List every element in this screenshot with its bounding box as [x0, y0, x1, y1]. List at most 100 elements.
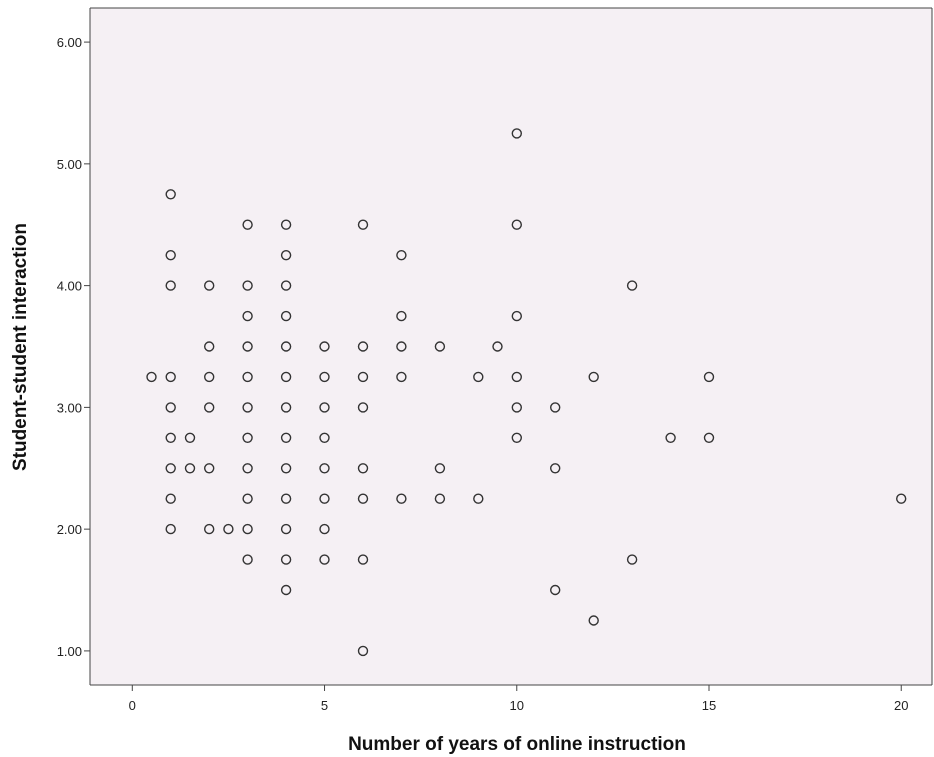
data-point	[165, 523, 176, 535]
data-point	[511, 310, 522, 322]
data-point	[434, 493, 446, 504]
data-point	[165, 249, 176, 261]
data-point	[242, 402, 253, 413]
x-tick-label: 20	[894, 698, 908, 713]
data-points	[146, 128, 907, 657]
y-axis-ticks: 1.00 2.00 3.00 4.00 5.00 6.00	[57, 35, 90, 659]
data-point	[703, 432, 715, 443]
data-point	[203, 463, 215, 474]
data-point	[511, 402, 522, 413]
y-tick-label: 4.00	[57, 279, 82, 294]
y-tick-label: 3.00	[57, 400, 82, 415]
data-point	[280, 371, 292, 383]
x-tick-label: 0	[129, 698, 136, 713]
data-point	[203, 523, 215, 535]
data-point	[357, 371, 369, 383]
x-axis-title: Number of years of online instruction	[348, 734, 686, 755]
y-tick-label: 5.00	[57, 157, 82, 172]
data-point	[165, 493, 176, 504]
data-point	[703, 371, 715, 383]
data-point	[280, 523, 292, 535]
data-point	[203, 371, 215, 383]
data-point	[203, 402, 215, 413]
data-point	[550, 584, 561, 596]
data-point	[511, 219, 522, 230]
data-point	[319, 493, 330, 504]
data-point	[165, 371, 176, 383]
data-point	[396, 493, 407, 504]
data-point	[492, 341, 503, 352]
data-point	[242, 280, 253, 291]
y-tick-label: 6.00	[57, 35, 82, 50]
data-point	[357, 493, 369, 504]
y-axis-title: Student-student interaction	[10, 223, 31, 471]
data-point	[280, 402, 292, 413]
data-point	[242, 523, 253, 535]
data-point	[434, 341, 446, 352]
data-point	[184, 463, 196, 474]
data-point	[280, 219, 292, 230]
data-point	[319, 432, 330, 443]
data-point	[280, 432, 292, 443]
data-point	[223, 523, 234, 535]
data-point	[357, 554, 369, 565]
data-point	[203, 280, 215, 291]
data-point	[319, 402, 330, 413]
data-point	[165, 402, 176, 413]
data-point	[550, 402, 561, 413]
data-point	[511, 128, 522, 139]
data-point	[665, 432, 676, 443]
data-point	[242, 371, 253, 383]
data-point	[550, 463, 561, 474]
data-point	[319, 523, 330, 535]
data-point	[165, 189, 176, 200]
plot-area	[90, 8, 932, 685]
data-point	[319, 341, 330, 352]
data-point	[203, 341, 215, 352]
data-point	[588, 615, 599, 626]
data-point	[242, 463, 253, 474]
data-point	[280, 584, 292, 596]
data-point	[588, 371, 599, 383]
data-point	[357, 341, 369, 352]
data-point	[242, 219, 253, 230]
x-tick-label: 15	[702, 698, 716, 713]
data-point	[280, 463, 292, 474]
data-point	[280, 249, 292, 261]
data-point	[396, 310, 407, 322]
data-point	[242, 341, 253, 352]
data-point	[626, 554, 638, 565]
data-point	[396, 341, 407, 352]
data-point	[357, 219, 369, 230]
data-point	[242, 493, 253, 504]
data-point	[357, 463, 369, 474]
data-point	[511, 371, 522, 383]
data-point	[242, 310, 253, 322]
data-point	[396, 371, 407, 383]
data-point	[473, 371, 484, 383]
data-point	[280, 310, 292, 322]
data-point	[357, 645, 369, 657]
data-point	[165, 280, 176, 291]
x-tick-label: 10	[510, 698, 524, 713]
data-point	[280, 493, 292, 504]
data-point	[626, 280, 638, 291]
y-tick-label: 1.00	[57, 644, 82, 659]
data-point	[242, 554, 253, 565]
x-axis-ticks: 0 5 10 15 20	[129, 685, 908, 713]
data-point	[280, 280, 292, 291]
data-point	[896, 493, 907, 504]
data-point	[511, 432, 522, 443]
data-point	[280, 341, 292, 352]
data-point	[184, 432, 196, 443]
x-tick-label: 5	[321, 698, 328, 713]
data-point	[319, 463, 330, 474]
data-point	[319, 554, 330, 565]
data-point	[357, 402, 369, 413]
data-point	[146, 371, 157, 383]
data-point	[242, 432, 253, 443]
data-point	[473, 493, 484, 504]
data-point	[319, 371, 330, 383]
data-point	[165, 463, 176, 474]
